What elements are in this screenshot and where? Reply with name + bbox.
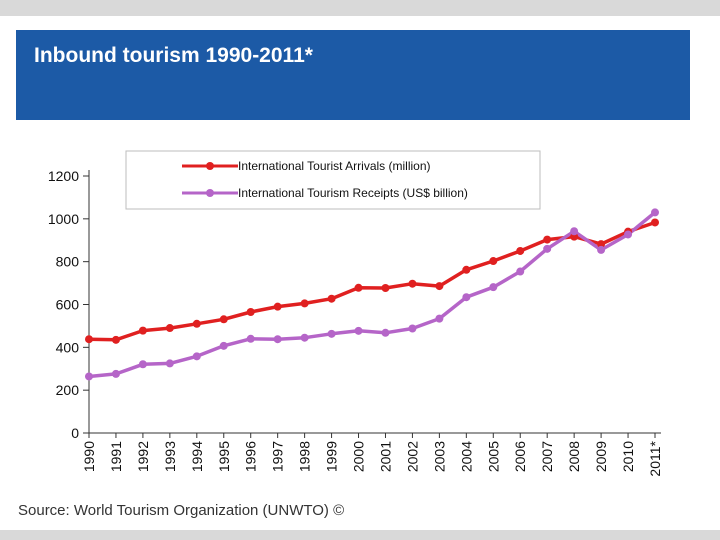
data-point-arrivals [165, 324, 174, 333]
data-point-receipts [192, 352, 201, 361]
data-point-receipts [273, 335, 282, 344]
x-tick-label: 2000 [351, 441, 367, 472]
data-point-receipts [624, 230, 633, 239]
series-line-receipts [88, 211, 657, 379]
x-tick-label: 1998 [297, 441, 313, 472]
data-point-arrivals [543, 235, 552, 244]
x-tick-label: 1996 [243, 441, 259, 472]
legend: International Tourist Arrivals (million)… [125, 150, 541, 210]
legend-label-receipts: International Tourism Receipts (US$ bill… [238, 186, 468, 200]
y-tick-label: 1000 [48, 211, 79, 227]
x-tick-label: 2003 [431, 441, 447, 472]
data-point-arrivals [138, 326, 147, 335]
x-tick-label: 2009 [593, 441, 609, 472]
data-point-arrivals [300, 299, 309, 308]
data-point-receipts [462, 293, 471, 302]
x-tick-label: 1995 [216, 441, 232, 472]
data-point-receipts [219, 341, 228, 350]
data-point-arrivals [219, 315, 228, 324]
y-tick-label: 600 [56, 297, 80, 313]
data-point-arrivals [192, 319, 201, 328]
data-point-arrivals [435, 282, 444, 291]
series-line-arrivals [88, 220, 656, 342]
data-point-receipts [327, 329, 336, 338]
data-point-arrivals [516, 246, 525, 255]
y-tick-label: 800 [56, 254, 80, 270]
x-tick-label: 2001 [377, 441, 393, 472]
data-point-receipts [111, 369, 120, 378]
data-point-arrivals [354, 283, 363, 292]
x-tick-label: 1992 [135, 441, 151, 472]
data-point-arrivals [381, 284, 390, 293]
y-tick-label: 1200 [48, 168, 79, 184]
data-point-arrivals [408, 279, 417, 288]
y-tick-label: 0 [71, 425, 79, 441]
data-point-receipts [489, 283, 498, 292]
data-point-arrivals [273, 302, 282, 311]
data-point-receipts [300, 333, 309, 342]
title-banner: Inbound tourism 1990-2011* [16, 30, 690, 120]
x-tick-label: 2008 [566, 441, 582, 472]
data-point-receipts [435, 314, 444, 323]
y-tick-label: 400 [56, 339, 80, 355]
data-point-receipts [516, 267, 525, 276]
data-point-receipts [651, 208, 659, 217]
x-tick-label: 1991 [108, 441, 124, 472]
x-tick-label: 1994 [189, 441, 205, 472]
x-tick-label: 2010 [620, 441, 636, 472]
data-point-receipts [138, 360, 147, 369]
x-tick-label: 2002 [404, 441, 420, 472]
data-point-arrivals [85, 335, 93, 344]
data-point-arrivals [246, 307, 255, 316]
bottom-band [0, 530, 720, 540]
x-tick-label: 1999 [324, 441, 340, 472]
data-point-receipts [354, 326, 363, 335]
data-point-receipts [85, 372, 93, 381]
x-tick-label: 2005 [485, 441, 501, 472]
data-point-arrivals [327, 294, 336, 303]
y-tick-label: 200 [56, 382, 80, 398]
x-tick-label: 2007 [539, 441, 555, 472]
x-tick-label: 2006 [512, 441, 528, 472]
data-point-receipts [408, 324, 417, 333]
data-point-arrivals [651, 218, 659, 227]
data-point-arrivals [111, 335, 120, 344]
slide-title: Inbound tourism 1990-2011* [34, 44, 313, 67]
data-point-receipts [570, 227, 579, 236]
line-chart: 0 200 400 600 800 1000 1200 1990 1991 1992 1993 199… [48, 150, 663, 477]
data-point-arrivals [462, 265, 471, 274]
legend-marker-receipts [206, 189, 214, 197]
x-tick-label: 1990 [81, 441, 97, 472]
x-tick-label: 2011* [647, 440, 663, 476]
legend-marker-arrivals [206, 162, 214, 170]
legend-box [125, 150, 541, 210]
source-note: Source: World Tourism Organization (UNWT… [18, 502, 345, 519]
x-tick-label: 1993 [162, 441, 178, 472]
x-tick-label: 1997 [270, 441, 286, 472]
data-point-receipts [246, 334, 255, 343]
data-point-receipts [597, 245, 606, 254]
x-tick-label: 2004 [458, 441, 474, 472]
data-point-receipts [543, 244, 552, 253]
slide: Inbound tourism 1990-2011* 0 200 400 600 800… [0, 16, 720, 530]
legend-label-arrivals: International Tourist Arrivals (million) [238, 159, 431, 173]
data-point-arrivals [597, 240, 606, 249]
data-point-receipts [165, 359, 174, 368]
data-point-arrivals [489, 257, 498, 266]
data-point-receipts [381, 328, 390, 337]
chart-panel: 0 200 400 600 800 1000 1200 1990 1991 1992 1993 199… [16, 121, 690, 481]
